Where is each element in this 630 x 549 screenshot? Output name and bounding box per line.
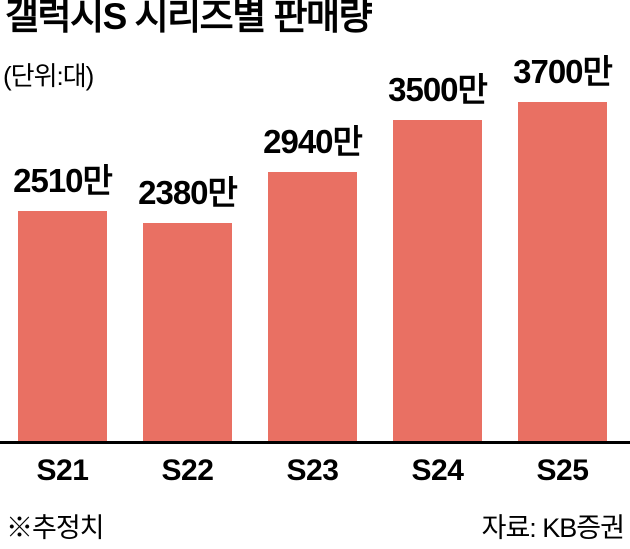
bar-s21 (18, 211, 107, 441)
x-axis-label-s24: S24 (411, 454, 464, 487)
bar-s24 (393, 120, 482, 441)
x-axis-label-s21: S21 (36, 454, 89, 487)
x-axis-label-s25: S25 (536, 454, 589, 487)
x-axis-label-s23: S23 (286, 454, 339, 487)
bar-value-label-s24: 3500만 (388, 71, 488, 108)
x-axis-line (0, 441, 630, 444)
footnote: ※추정치 (6, 513, 105, 543)
bar-value-label-s23: 2940만 (263, 123, 363, 160)
bar-s22 (143, 223, 232, 441)
bar-value-label-s25: 3700만 (513, 53, 613, 90)
x-axis-label-s22: S22 (161, 454, 214, 487)
source-credit: 자료: KB증권 (481, 513, 625, 543)
unit-label: (단위:대) (3, 61, 94, 91)
chart-title: 갤럭시S 시리즈별 판매량 (5, 0, 373, 37)
bar-value-label-s22: 2380만 (138, 174, 238, 211)
bar-value-label-s21: 2510만 (13, 162, 113, 199)
bar-s25 (518, 102, 607, 441)
bar-s23 (268, 172, 357, 441)
